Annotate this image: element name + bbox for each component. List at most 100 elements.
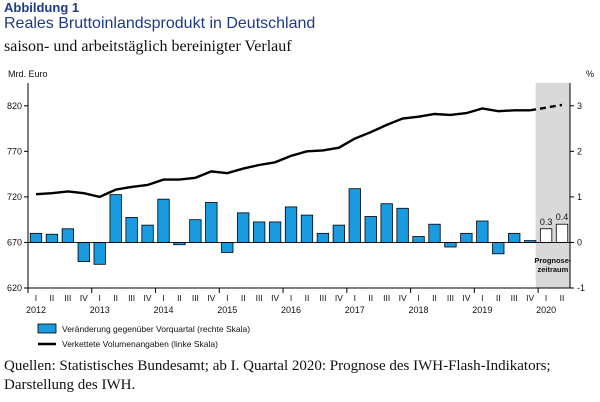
bar — [205, 201, 218, 243]
bar — [141, 224, 154, 243]
chart-subtitle: saison- und arbeitstäglich bereinigter V… — [4, 38, 292, 55]
quarter-tick-label: III — [383, 293, 390, 303]
bar — [300, 214, 314, 243]
volume-line — [35, 107, 531, 199]
year-label: 2014 — [153, 305, 173, 315]
forecast-value-label: 0.3 — [540, 217, 553, 227]
figure-label: Abbildung 1 — [4, 0, 80, 15]
bar — [380, 203, 393, 243]
quarter-tick-label: IV — [399, 293, 407, 303]
year-label: 2012 — [26, 305, 46, 315]
forecast-value-label: 0.4 — [556, 212, 569, 222]
quarter-tick-label: II — [177, 293, 182, 303]
year-label: 2017 — [345, 305, 365, 315]
quarter-tick-label: III — [511, 293, 518, 303]
quarter-tick-label: I — [226, 293, 228, 303]
right-tick-label: 3 — [577, 101, 582, 111]
forecast-region-label: zeitraum — [537, 265, 568, 274]
right-tick-label: 1 — [577, 192, 582, 202]
bar — [332, 224, 345, 243]
bar — [316, 232, 330, 243]
quarter-tick-label: I — [290, 293, 292, 303]
quarter-tick-label: III — [128, 293, 135, 303]
year-label: 2019 — [472, 305, 492, 315]
forecast-bar — [555, 223, 569, 243]
bar — [476, 220, 489, 243]
quarter-tick-label: I — [99, 293, 101, 303]
bar — [364, 216, 377, 243]
quarter-tick-label: IV — [144, 293, 152, 303]
bar — [157, 198, 170, 243]
quarter-tick-label: II — [305, 293, 310, 303]
quarter-tick-label: IV — [462, 293, 470, 303]
left-tick-label: 670 — [7, 237, 22, 247]
year-label: 2015 — [217, 305, 237, 315]
quarter-tick-label: II — [50, 293, 55, 303]
quarter-tick-label: I — [35, 293, 37, 303]
quarter-tick-label: IV — [80, 293, 88, 303]
year-label: 2020 — [536, 305, 556, 315]
bar — [460, 232, 473, 243]
quarter-tick-label: II — [496, 293, 501, 303]
bar — [348, 188, 361, 243]
bar — [412, 236, 425, 243]
bar — [29, 232, 43, 243]
year-label: 2018 — [409, 305, 429, 315]
quarter-tick-label: IV — [271, 293, 279, 303]
quarter-tick-label: IV — [526, 293, 534, 303]
legend-bar-label: Veränderung gegenüber Vorquartal (rechte… — [62, 324, 250, 334]
bar — [45, 233, 59, 243]
year-label: 2013 — [90, 305, 110, 315]
volume-line-forecast — [529, 103, 563, 112]
quarter-tick-label: III — [64, 293, 71, 303]
bar — [492, 242, 505, 255]
quarter-tick-label: I — [354, 293, 356, 303]
quarter-tick-label: I — [545, 293, 547, 303]
quarter-tick-label: IV — [335, 293, 343, 303]
bar — [109, 194, 122, 243]
bar — [61, 228, 74, 243]
quarter-tick-label: III — [319, 293, 326, 303]
quarter-tick-label: II — [432, 293, 437, 303]
forecast-region-shade — [535, 83, 570, 288]
bar — [77, 242, 90, 262]
quarter-tick-label: III — [192, 293, 199, 303]
bar — [93, 242, 106, 265]
bar — [253, 221, 266, 243]
quarter-tick-label: III — [256, 293, 263, 303]
right-tick-label: -1 — [577, 283, 585, 293]
quarter-tick-label: II — [368, 293, 373, 303]
quarter-tick-label: IV — [207, 293, 215, 303]
legend-line-label: Verkettete Volumenangaben (linke Skala) — [62, 339, 218, 349]
bar — [396, 207, 409, 243]
left-tick-label: 820 — [7, 101, 22, 111]
quarter-tick-label: I — [481, 293, 483, 303]
left-axis-label: Mrd. Euro — [8, 69, 48, 79]
bar — [508, 232, 521, 243]
quarter-tick-label: II — [113, 293, 118, 303]
bar — [125, 216, 138, 243]
chart-title: Reales Bruttoinlandsprodukt in Deutschla… — [4, 15, 316, 32]
forecast-region-label: Prognose- — [534, 256, 572, 265]
quarter-tick-label: III — [447, 293, 454, 303]
bar — [444, 242, 457, 248]
bar — [189, 219, 202, 243]
bar — [237, 212, 250, 243]
quarter-tick-label: II — [241, 293, 246, 303]
left-tick-label: 770 — [7, 146, 22, 156]
year-label: 2016 — [281, 305, 301, 315]
bar — [268, 221, 282, 243]
bar — [221, 242, 234, 253]
source-note: Quellen: Statistisches Bundesamt; ab I. … — [4, 358, 551, 393]
left-tick-label: 620 — [7, 283, 22, 293]
legend-bar-swatch — [37, 323, 57, 334]
left-tick-label: 720 — [7, 192, 22, 202]
quarter-tick-label: II — [560, 293, 565, 303]
forecast-bar — [539, 228, 553, 243]
quarter-tick-label: I — [417, 293, 419, 303]
bar — [284, 206, 298, 243]
right-axis-label: % — [586, 69, 594, 79]
right-tick-label: 2 — [577, 146, 582, 156]
bar — [428, 223, 441, 243]
